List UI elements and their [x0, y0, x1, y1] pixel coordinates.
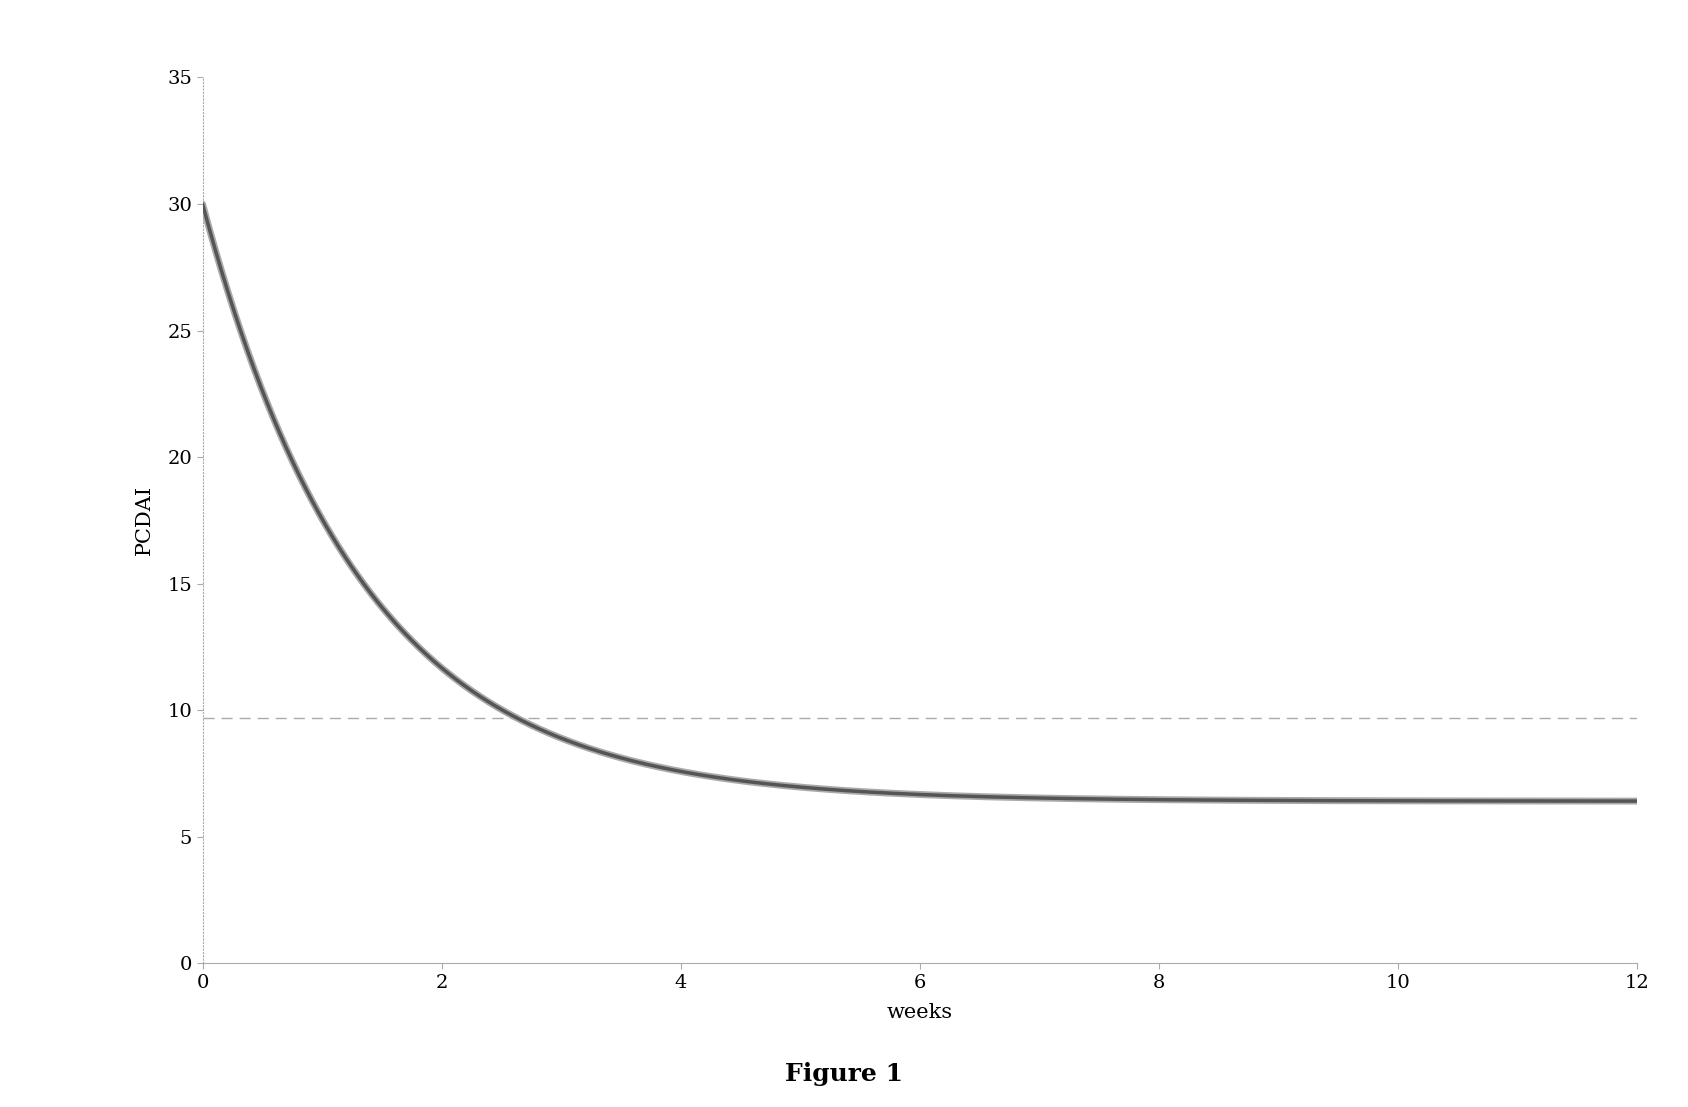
X-axis label: weeks: weeks: [886, 1003, 954, 1022]
Text: Figure 1: Figure 1: [785, 1062, 903, 1086]
Y-axis label: PCDAI: PCDAI: [135, 485, 154, 556]
